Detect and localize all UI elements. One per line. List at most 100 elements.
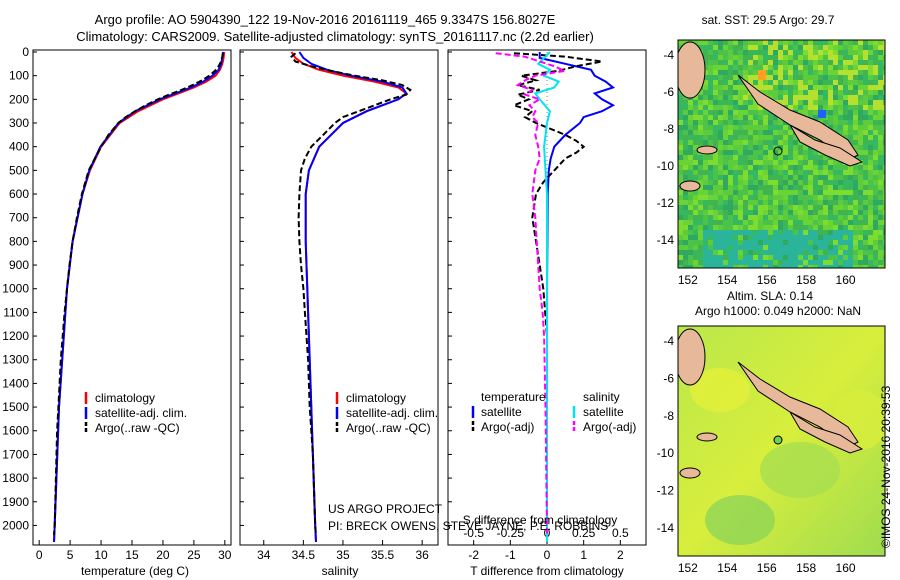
sst-cell bbox=[763, 135, 768, 140]
sst-cell bbox=[683, 175, 688, 180]
sst-cell bbox=[703, 220, 708, 225]
sst-cell bbox=[723, 130, 728, 135]
sst-cell bbox=[753, 135, 758, 140]
sst-cell bbox=[818, 235, 823, 240]
sst-cell bbox=[788, 160, 793, 165]
sst-cell bbox=[848, 55, 853, 60]
sst-cell bbox=[728, 140, 733, 145]
sst-cell bbox=[833, 170, 838, 175]
sst-cell bbox=[823, 210, 828, 215]
sst-cell bbox=[818, 185, 823, 190]
sst-cell bbox=[718, 220, 723, 225]
sst-cell bbox=[883, 250, 885, 255]
sst-cell bbox=[763, 215, 768, 220]
sst-cell bbox=[773, 135, 778, 140]
sst-cell bbox=[713, 185, 718, 190]
sst-cell bbox=[828, 105, 833, 110]
sst-cell bbox=[868, 45, 873, 50]
sst-cell bbox=[878, 220, 883, 225]
sst-cell bbox=[798, 245, 803, 250]
sst-cell bbox=[878, 240, 883, 245]
sst-cell bbox=[813, 190, 818, 195]
sst-cell bbox=[803, 195, 808, 200]
sst-cell bbox=[703, 200, 708, 205]
sst-cell bbox=[773, 195, 778, 200]
sst-cell bbox=[743, 180, 748, 185]
sst-cell bbox=[853, 50, 858, 55]
sst-cell bbox=[858, 185, 863, 190]
x-tick-label: 20 bbox=[156, 548, 170, 562]
sst-cell bbox=[728, 135, 733, 140]
sst-cell bbox=[828, 180, 833, 185]
sst-cell bbox=[843, 100, 848, 105]
sst-cell bbox=[678, 115, 683, 120]
sst-cell bbox=[733, 200, 738, 205]
sst-cell bbox=[863, 265, 868, 268]
sst-cell bbox=[683, 115, 688, 120]
sst-cell bbox=[763, 155, 768, 160]
x-tick-label: 0 bbox=[544, 548, 551, 562]
sst-cell bbox=[858, 85, 863, 90]
sst-cell bbox=[708, 80, 713, 85]
sst-cell bbox=[773, 180, 778, 185]
sst-cell bbox=[883, 190, 885, 195]
sst-cell bbox=[803, 250, 808, 255]
sst-cell bbox=[748, 195, 753, 200]
sst-cell bbox=[718, 215, 723, 220]
sst-cell bbox=[848, 125, 853, 130]
sst-cell bbox=[868, 175, 873, 180]
sst-cell bbox=[783, 265, 788, 268]
sst-cell bbox=[723, 60, 728, 65]
sst-cell bbox=[693, 255, 698, 260]
sst-cell bbox=[858, 150, 863, 155]
sst-cell bbox=[808, 115, 813, 120]
sst-cell bbox=[748, 95, 753, 100]
sst-cell bbox=[788, 40, 793, 45]
sst-cell bbox=[793, 150, 798, 155]
sst-cell bbox=[858, 80, 863, 85]
sst-cell bbox=[843, 205, 848, 210]
sst-cell bbox=[723, 160, 728, 165]
sst-cell bbox=[743, 220, 748, 225]
sst-cell bbox=[728, 155, 733, 160]
sst-cell bbox=[858, 165, 863, 170]
sst-cell bbox=[678, 130, 683, 135]
sst-cell bbox=[868, 230, 873, 235]
sst-cell bbox=[693, 235, 698, 240]
sst-cell bbox=[713, 265, 718, 268]
sst-cell bbox=[753, 160, 758, 165]
sst-cell bbox=[878, 120, 883, 125]
sst-cell bbox=[868, 205, 873, 210]
sst-cell bbox=[878, 170, 883, 175]
sst-cell bbox=[693, 145, 698, 150]
sst-cell bbox=[698, 245, 703, 250]
sst-cell bbox=[713, 135, 718, 140]
float-position-marker bbox=[773, 435, 783, 445]
sst-cell bbox=[758, 165, 763, 170]
y-tick-label: 300 bbox=[9, 116, 29, 130]
sst-cell bbox=[843, 75, 848, 80]
sst-cell bbox=[733, 110, 738, 115]
sst-cell bbox=[828, 60, 833, 65]
sst-cell bbox=[868, 135, 873, 140]
y-tick-label: 1900 bbox=[2, 495, 29, 509]
project-name: US ARGO PROJECT bbox=[328, 502, 443, 516]
sst-cell bbox=[868, 90, 873, 95]
sst-cell bbox=[853, 140, 858, 145]
sst-cell bbox=[738, 80, 743, 85]
sst-cell bbox=[873, 110, 878, 115]
sst-cell bbox=[768, 250, 773, 255]
sst-cell bbox=[833, 175, 838, 180]
sst-cell bbox=[703, 115, 708, 120]
sst-cell bbox=[773, 120, 778, 125]
sst-cell bbox=[753, 220, 758, 225]
sst-cell bbox=[848, 50, 853, 55]
project-pi: PI: BRECK OWENS, STEVE JAYNE, P.E. ROBBI… bbox=[328, 519, 608, 533]
sst-cell bbox=[753, 205, 758, 210]
sst-cell bbox=[733, 150, 738, 155]
sla-blob bbox=[760, 442, 840, 498]
sst-cell bbox=[738, 70, 743, 75]
sst-cell bbox=[758, 210, 763, 215]
sst-cell bbox=[853, 100, 858, 105]
sst-cell bbox=[863, 145, 868, 150]
